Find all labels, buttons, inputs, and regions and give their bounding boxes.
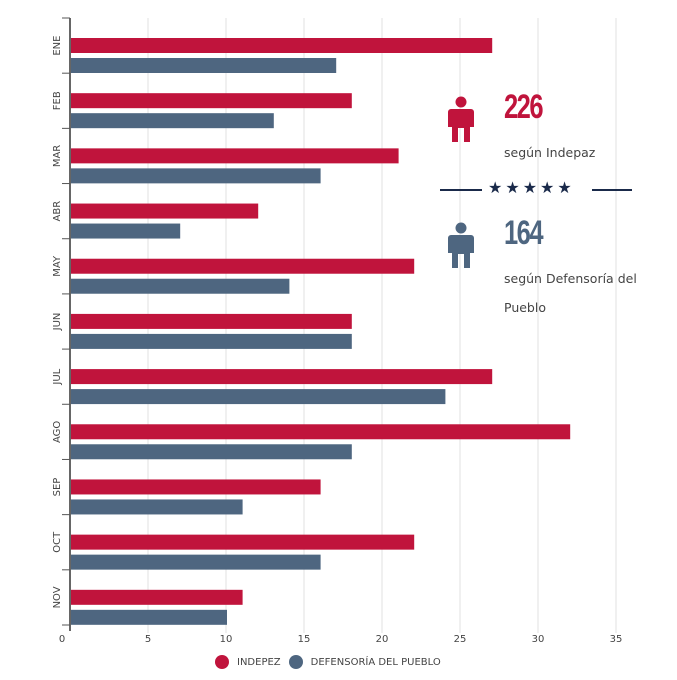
x-tick-label: 10 <box>220 634 233 645</box>
y-tick-label: JUN <box>52 313 63 332</box>
defensoria-label: según Defensoría del Pueblo <box>504 271 637 315</box>
stars-divider: ★★★★★ <box>488 178 575 197</box>
bar-defensoria <box>71 58 337 73</box>
x-tick-label: 5 <box>145 634 151 645</box>
divider-right <box>592 189 632 191</box>
x-tick-label: 0 <box>59 634 65 645</box>
bar-defensoria <box>71 223 181 239</box>
bar-defensoria <box>71 168 321 184</box>
indepez-total: 226 <box>504 88 544 126</box>
bar-indepez <box>71 369 493 385</box>
bar-defensoria <box>71 444 352 460</box>
divider-left <box>440 189 482 191</box>
legend: INDEPEZ DEFENSORÍA DEL PUEBLO <box>215 655 449 669</box>
x-tick-label: 35 <box>610 634 623 645</box>
bar-indepez <box>71 479 321 495</box>
person-icon-indepez <box>448 96 474 142</box>
bar-defensoria <box>71 389 446 405</box>
bar-indepez <box>71 148 399 164</box>
bar-indepez <box>71 203 259 219</box>
bar-defensoria <box>71 499 243 515</box>
legend-label: DEFENSORÍA DEL PUEBLO <box>310 656 441 668</box>
x-tick-label: 25 <box>454 634 467 645</box>
y-tick-label: OCT <box>52 531 63 553</box>
legend-item-indepez[interactable]: INDEPEZ <box>215 655 281 669</box>
legend-dot-indepez <box>215 655 229 669</box>
legend-label: INDEPEZ <box>237 656 281 668</box>
bar-indepez <box>71 424 571 440</box>
bar-indepez <box>71 38 493 53</box>
bar-indepez <box>71 313 352 329</box>
y-tick-label: FEB <box>52 91 63 110</box>
x-tick-label: 15 <box>298 634 311 645</box>
y-tick-label: MAR <box>52 145 63 167</box>
bar-indepez <box>71 93 352 109</box>
y-tick-label: JUL <box>52 368 63 385</box>
bar-defensoria <box>71 278 290 294</box>
bar-indepez <box>71 589 243 605</box>
bar-indepez <box>71 258 415 274</box>
person-icon-defensoria <box>448 222 474 268</box>
bar-indepez <box>71 534 415 550</box>
bar-defensoria <box>71 609 227 625</box>
y-tick-label: NOV <box>52 586 63 608</box>
x-tick-label: 30 <box>532 634 545 645</box>
defensoria-total: 164 <box>504 214 544 252</box>
bar-defensoria <box>71 554 321 570</box>
y-tick-label: AGO <box>52 421 63 443</box>
y-tick-label: MAY <box>52 255 63 277</box>
y-tick-label: SEP <box>52 478 63 497</box>
legend-item-defensoria[interactable]: DEFENSORÍA DEL PUEBLO <box>288 655 441 669</box>
indepez-label: según Indepaz <box>504 145 596 160</box>
bar-defensoria <box>71 113 274 129</box>
x-tick-label: 20 <box>376 634 389 645</box>
bar-defensoria <box>71 333 352 349</box>
y-tick-label: ENE <box>52 36 63 56</box>
y-tick-label: ABR <box>52 201 63 222</box>
legend-dot-defensoria <box>288 655 303 669</box>
